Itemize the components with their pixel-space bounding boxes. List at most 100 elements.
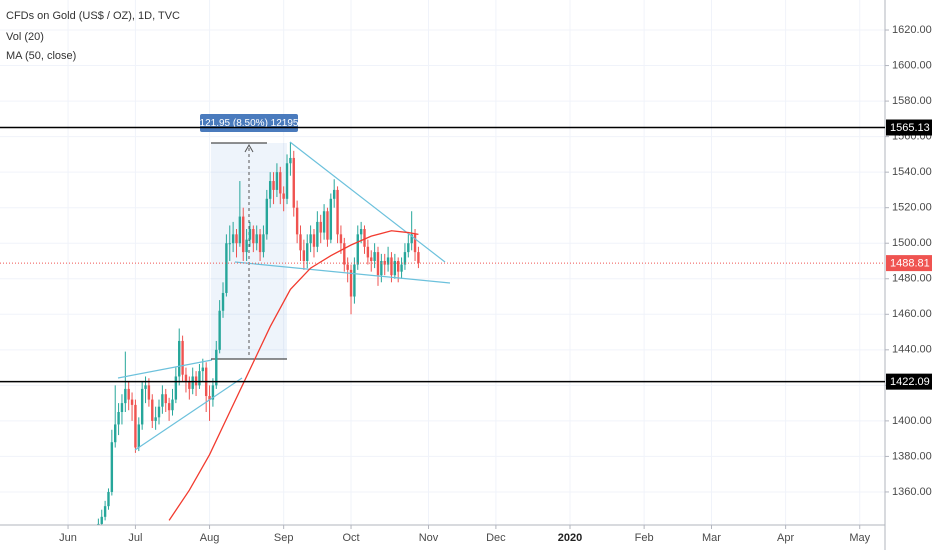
candle-body [407,243,410,253]
candle-body [228,243,231,245]
candle-body [258,234,262,253]
candle-body [376,252,380,276]
candle-body [225,243,228,293]
candle-body [161,394,164,407]
candle-body [198,371,201,386]
candle-body [306,243,309,261]
candle-body [336,189,339,235]
candle-body [417,252,420,264]
trend-line [134,377,243,451]
y-tick-label: 1460.00 [892,308,932,320]
candle-body [400,264,403,272]
y-tick-label: 1520.00 [892,202,932,214]
candle-body [373,252,376,261]
candle-body [107,491,110,507]
candle-body [120,403,124,413]
x-tick-label: Dec [486,532,506,544]
candle-body [124,388,127,404]
y-tick-label: 1580.00 [892,95,932,107]
candle-body [238,216,242,244]
candle-body [346,264,349,270]
candle-body [208,396,211,400]
candle-body [103,506,107,517]
candle-body [157,406,161,418]
candle-body [295,207,299,235]
candle-body [366,246,370,258]
candle-body [248,229,252,240]
candle-body [137,424,140,448]
price-label: 1488.81 [890,258,930,270]
candle-body [349,269,353,297]
y-tick-label: 1500.00 [892,237,932,249]
candle-body [174,376,178,400]
candle-body [262,234,265,253]
candle-body [140,388,144,425]
candle-body [343,243,346,265]
candle-body [282,193,285,199]
candle-body [110,442,114,492]
candle-body [252,229,255,244]
x-tick-label: Sep [274,532,294,544]
candle-body [265,198,269,235]
candle-body [386,257,390,265]
x-tick-label: 2020 [558,532,582,544]
candle-body [127,388,130,400]
candle-body [242,216,245,253]
candle-body [390,257,393,276]
price-label-box [886,255,932,272]
candle-body [100,516,103,524]
candle-body [322,211,326,233]
trend-line [234,261,451,284]
trend-line [289,141,446,263]
candle-body [97,523,100,525]
candle-body [359,229,363,235]
candle-body [363,229,366,247]
candle-body [339,234,343,244]
price-label-box [886,119,932,136]
candle-body [231,234,235,244]
price-label: 1565.13 [890,122,930,134]
candle-body [332,189,336,199]
ma-line [168,230,419,521]
plot-area: 121.95 (8.50%) 12195 [97,114,451,525]
candle-body [144,385,147,389]
grid [0,0,885,525]
candle-body [171,399,174,411]
candle-body [312,234,316,247]
y-tick-label: 1600.00 [892,59,932,71]
candle-body [396,260,400,272]
x-tick-label: Jun [59,532,77,544]
price-label-box [886,373,932,390]
measure-label: 121.95 (8.50%) 12195 [200,118,299,129]
candle-body [413,234,417,253]
candle-body [279,172,282,194]
candle-body [275,172,279,190]
candle-body [329,198,333,240]
candle-body [181,340,184,375]
candle-body [316,221,319,247]
candle-body [356,234,359,265]
candle-body [147,385,151,400]
x-tick-label: Oct [342,532,359,544]
candle-body [151,399,154,421]
candle-body [235,234,238,244]
candle-body [268,181,272,199]
candle-body [255,234,258,244]
candle-body [299,234,302,251]
candle-body [178,340,181,377]
chart-title: CFDs on Gold (US$ / OZ), 1D, TVC [6,10,180,22]
candle-body [167,403,171,411]
candle-body [211,385,215,400]
candle-body [164,394,167,404]
candle-body [403,252,407,265]
candle-body [184,374,188,382]
measure-arrow-head [244,143,254,153]
candle-body [218,310,221,350]
candle-body [130,399,134,405]
candle-body [326,211,329,240]
candle-body [134,404,137,448]
candle-body [117,412,120,425]
x-tick-label: Aug [200,532,220,544]
candle-body [380,260,383,276]
